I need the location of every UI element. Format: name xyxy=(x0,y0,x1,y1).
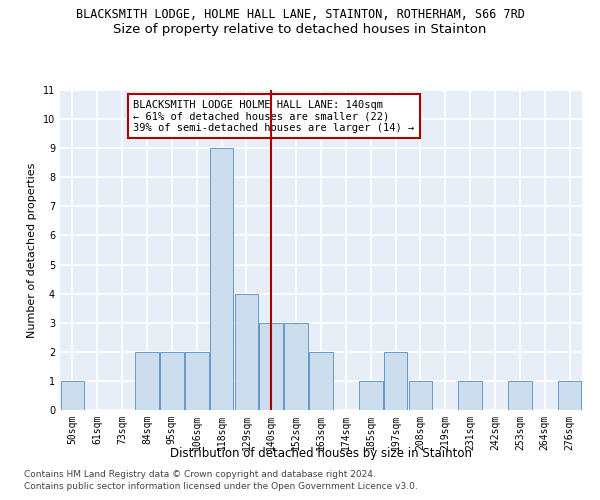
Bar xyxy=(458,381,482,410)
Bar xyxy=(409,381,432,410)
Bar xyxy=(384,352,407,410)
Bar xyxy=(235,294,258,410)
Text: Distribution of detached houses by size in Stainton: Distribution of detached houses by size … xyxy=(170,448,472,460)
Text: Size of property relative to detached houses in Stainton: Size of property relative to detached ho… xyxy=(113,22,487,36)
Text: Contains HM Land Registry data © Crown copyright and database right 2024.: Contains HM Land Registry data © Crown c… xyxy=(24,470,376,479)
Bar xyxy=(160,352,184,410)
Text: Contains public sector information licensed under the Open Government Licence v3: Contains public sector information licen… xyxy=(24,482,418,491)
Bar xyxy=(359,381,383,410)
Bar xyxy=(135,352,159,410)
Bar xyxy=(185,352,209,410)
Bar xyxy=(259,322,283,410)
Bar xyxy=(210,148,233,410)
Bar xyxy=(508,381,532,410)
Y-axis label: Number of detached properties: Number of detached properties xyxy=(28,162,37,338)
Text: BLACKSMITH LODGE HOLME HALL LANE: 140sqm
← 61% of detached houses are smaller (2: BLACKSMITH LODGE HOLME HALL LANE: 140sqm… xyxy=(133,100,415,133)
Bar xyxy=(309,352,333,410)
Bar xyxy=(558,381,581,410)
Bar xyxy=(61,381,84,410)
Text: BLACKSMITH LODGE, HOLME HALL LANE, STAINTON, ROTHERHAM, S66 7RD: BLACKSMITH LODGE, HOLME HALL LANE, STAIN… xyxy=(76,8,524,20)
Bar xyxy=(284,322,308,410)
